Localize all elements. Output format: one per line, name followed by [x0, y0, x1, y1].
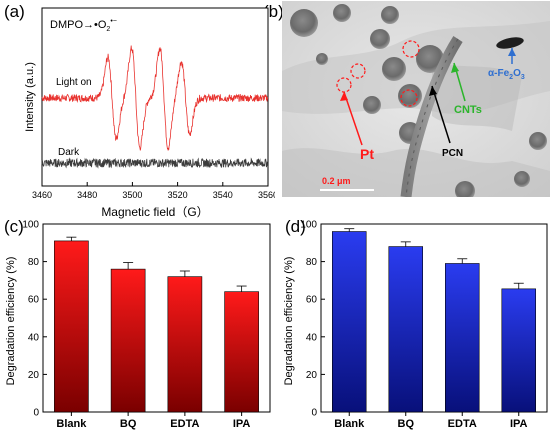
y-axis-label: Degradation efficiency (%): [283, 257, 295, 386]
bar: [224, 291, 259, 413]
y-tick-label: 100: [300, 220, 317, 231]
fe2o3-label: α-Fe2O3: [488, 68, 525, 81]
y-tick-label: 60: [28, 295, 40, 306]
bar: [110, 268, 146, 413]
light-on-series: [41, 45, 269, 151]
y-tick-label: 60: [306, 295, 318, 306]
bar-chart-d: 0 20 40 60 80 100 Blank BQ EDTA IPA Degradation …: [283, 220, 548, 430]
x-tick-label: 3540: [213, 190, 233, 200]
y-axis-label: Degradation efficiency (%): [5, 257, 17, 386]
x-tick-label: EDTA: [170, 418, 199, 430]
x-tick-label: BQ: [398, 418, 415, 430]
x-tick-label: 3480: [77, 190, 97, 200]
cnts-label: CNTs: [454, 104, 482, 116]
x-tick-label: Blank: [56, 418, 87, 430]
legend-light-on: Light on: [56, 77, 92, 88]
x-tick-label: EDTA: [448, 418, 477, 430]
y-tick-label: 0: [33, 408, 39, 419]
panel-label-a: (a): [4, 2, 25, 21]
panel-label-d: (d): [285, 217, 306, 236]
bar-chart-c: 0 20 40 60 80 100 Blank BQ EDTA IPA Degradation …: [5, 220, 271, 430]
bar: [388, 246, 424, 413]
x-tick-label: IPA: [233, 418, 251, 430]
y-axis-label: Intensity (a.u.): [24, 62, 36, 132]
x-tick-label: 3520: [168, 190, 188, 200]
bar: [167, 276, 203, 413]
y-tick-label: 20: [306, 370, 318, 381]
panel-label-c: (c): [4, 217, 24, 236]
x-axis-label: Magnetic field（G）: [101, 205, 208, 219]
y-tick-label: 100: [22, 220, 39, 231]
y-tick-label: 80: [306, 257, 318, 268]
bar: [54, 240, 89, 413]
pt-label: Pt: [360, 146, 374, 162]
scale-bar-label: 0.2 μm: [322, 176, 351, 186]
bar: [331, 231, 367, 413]
x-tick-label: 3560: [258, 190, 275, 200]
epr-spectrum-chart: DMPO→•O2•− Light on Dark 3460 3480 3500 3520…: [24, 7, 275, 219]
bar: [445, 263, 480, 413]
y-tick-label: 0: [311, 408, 317, 419]
y-tick-label: 80: [28, 257, 40, 268]
x-tick-label: IPA: [510, 418, 528, 430]
spectrum-title: DMPO→•O2•−: [50, 18, 117, 33]
y-tick-label: 20: [28, 370, 40, 381]
legend-dark: Dark: [58, 147, 80, 158]
x-tick-label: Blank: [334, 418, 365, 430]
x-tick-label: 3500: [122, 190, 142, 200]
dark-series: [41, 157, 269, 169]
x-tick-label: BQ: [120, 418, 137, 430]
x-tick-label: 3460: [32, 190, 52, 200]
y-tick-label: 40: [306, 332, 318, 343]
pcn-label: PCN: [442, 148, 463, 159]
tem-micrograph: Pt PCN CNTs α-Fe2O3 0.2 μm: [282, 1, 550, 197]
y-tick-label: 40: [28, 332, 40, 343]
bar: [501, 288, 537, 413]
